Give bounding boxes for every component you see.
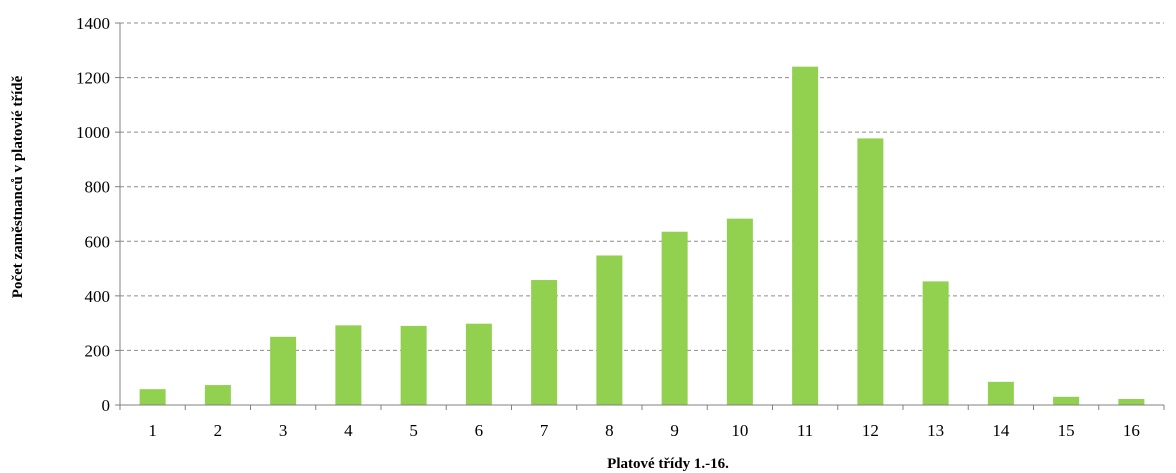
y-tick-label: 1000 (76, 123, 110, 142)
bar (465, 323, 492, 405)
x-tick-label: 2 (214, 421, 223, 440)
y-tick-label: 200 (85, 341, 111, 360)
x-tick-label: 11 (797, 421, 813, 440)
y-tick-labels: 0 200 400 600 800 1000 1200 1400 (76, 14, 110, 415)
gridlines (120, 22, 1164, 351)
bar (596, 255, 623, 405)
bar (792, 66, 819, 406)
x-tick-label: 1 (148, 421, 157, 440)
x-tick-label: 7 (540, 421, 549, 440)
bars (139, 66, 1145, 406)
x-tick-label: 16 (1123, 421, 1140, 440)
y-tick-label: 0 (102, 396, 111, 415)
x-tick-label: 14 (992, 421, 1010, 440)
y-tick-label: 600 (85, 232, 111, 251)
y-tick-label: 800 (85, 178, 111, 197)
bar (1053, 396, 1080, 405)
x-tick-label: 9 (670, 421, 679, 440)
x-tick-label: 6 (475, 421, 484, 440)
x-tick-label: 13 (927, 421, 944, 440)
x-tick-label: 10 (731, 421, 748, 440)
bar (531, 280, 558, 405)
x-tick-label: 8 (605, 421, 614, 440)
x-tick-label: 4 (344, 421, 353, 440)
x-tick-label: 15 (1058, 421, 1075, 440)
y-tick-label: 400 (85, 287, 111, 306)
x-tick-label: 3 (279, 421, 288, 440)
bar (1118, 398, 1145, 405)
bar (400, 325, 427, 405)
bar (857, 138, 884, 405)
x-tick-labels: 1 2 3 4 5 6 7 8 9 10 11 12 13 14 15 16 (148, 421, 1140, 440)
x-tick-label: 5 (409, 421, 418, 440)
y-tick-label: 1200 (76, 69, 110, 88)
x-axis-title: Platové třídy 1.-16. (607, 456, 729, 472)
bar (139, 389, 166, 405)
bar (987, 381, 1014, 405)
bar (270, 336, 297, 405)
bar (335, 325, 362, 405)
bar (204, 385, 231, 405)
y-tick-label: 1400 (76, 14, 110, 33)
axes (115, 22, 1165, 410)
bar (922, 281, 949, 405)
bar (726, 218, 753, 405)
x-tick-label: 12 (862, 421, 879, 440)
bar (661, 231, 688, 405)
y-axis-title: Počet zaměstnanců v platovié třídě (10, 75, 26, 298)
